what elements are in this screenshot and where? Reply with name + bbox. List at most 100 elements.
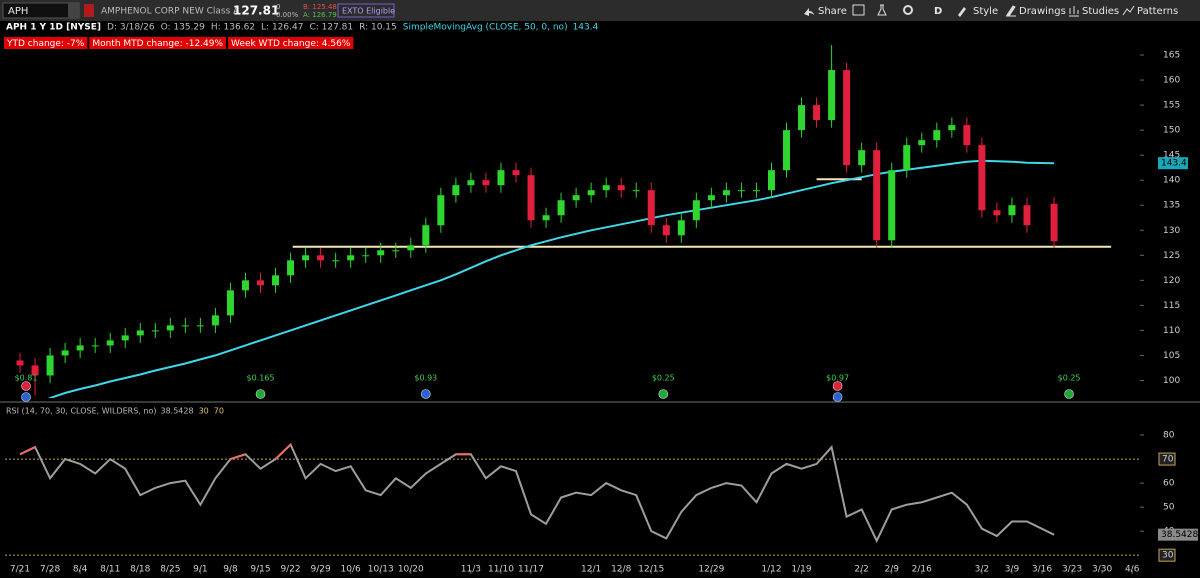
dividend-label: $0.25 xyxy=(652,374,675,383)
drawings-button[interactable]: Drawings xyxy=(1019,6,1066,17)
dividend-label: $0.93 xyxy=(414,374,437,383)
rsi-line xyxy=(19,442,1055,544)
candle-body xyxy=(572,195,580,201)
rsi-overbought-segment xyxy=(230,453,246,461)
x-tick-label: 3/30 xyxy=(1092,565,1112,575)
y-tick-label: 105 xyxy=(1163,351,1180,361)
candle-body xyxy=(302,255,310,261)
candle-body xyxy=(557,200,565,216)
candle-body xyxy=(692,200,700,221)
x-tick-label: 2/16 xyxy=(912,565,932,575)
candle-body xyxy=(467,180,475,186)
x-tick-label: 9/15 xyxy=(250,565,270,575)
style-button[interactable]: Style xyxy=(973,6,998,17)
x-tick-label: 10/13 xyxy=(368,565,394,575)
event-icon xyxy=(832,392,843,402)
candle-body xyxy=(287,260,295,276)
candle-body xyxy=(317,255,325,261)
y-tick-label: 110 xyxy=(1163,326,1180,336)
drawings-icon xyxy=(1006,5,1016,17)
x-tick-label: 3/23 xyxy=(1062,565,1082,575)
studies-button[interactable]: Studies xyxy=(1082,6,1119,17)
candle-body xyxy=(377,250,385,256)
header-value: L: 126.47 xyxy=(261,23,303,33)
symbol-dropdown[interactable] xyxy=(68,3,79,18)
candle-body xyxy=(497,170,505,186)
candle-body xyxy=(948,125,956,131)
dividend-label: $0.81 xyxy=(15,374,38,383)
bid: B: 125.48 xyxy=(303,3,337,11)
y-tick-label: 140 xyxy=(1163,176,1180,186)
candle-body xyxy=(241,280,249,291)
x-tick-label: 11/3 xyxy=(461,565,481,575)
candle-body xyxy=(963,125,971,146)
candle-body xyxy=(1008,205,1016,216)
patterns-icon xyxy=(1122,5,1135,16)
candle-body xyxy=(422,225,430,246)
x-tick-label: 3/2 xyxy=(975,565,989,575)
change-badge-label: Week WTD change: 4.56% xyxy=(231,39,351,49)
x-tick-label: 4/6 xyxy=(1125,565,1140,575)
candle-body xyxy=(181,325,189,327)
exto-badge[interactable] xyxy=(337,3,395,18)
candle-body xyxy=(166,325,174,331)
studies-icon xyxy=(1069,6,1079,17)
candle-body xyxy=(347,255,355,261)
y-tick-label: 120 xyxy=(1163,276,1180,286)
exto-label: EXTO Eligible xyxy=(342,7,395,16)
y-tick-label: 50 xyxy=(1163,503,1175,513)
patterns-button[interactable]: Patterns xyxy=(1137,6,1178,17)
x-tick-label: 8/11 xyxy=(100,565,120,575)
candle-body xyxy=(136,330,144,336)
flask-button[interactable] xyxy=(877,4,887,16)
share-button[interactable]: Share xyxy=(818,6,847,17)
event-icon xyxy=(832,381,843,391)
ask: A: 126.79 xyxy=(303,11,337,19)
rsi-value-tag-label: 38.5428 xyxy=(1161,530,1198,540)
y-tick-label: 125 xyxy=(1163,251,1180,261)
style-icon xyxy=(958,7,966,17)
y-tick-label: 135 xyxy=(1163,201,1180,211)
x-tick-label: 8/25 xyxy=(160,565,180,575)
x-tick-label: 12/15 xyxy=(638,565,664,575)
x-tick-label: 1/12 xyxy=(761,565,781,575)
rsi-level-axis-label: 70 xyxy=(1162,455,1174,465)
period-button[interactable]: D xyxy=(934,6,942,17)
candle-body xyxy=(121,335,129,341)
y-tick-label: 160 xyxy=(1163,76,1180,86)
candle-body xyxy=(482,180,490,186)
candle-body xyxy=(256,280,264,286)
candle-body xyxy=(737,190,745,192)
rsi-title: RSI (14, 70, 30, CLOSE, WILDERS, no) xyxy=(6,407,156,416)
price-plot xyxy=(16,45,1112,398)
rsi-overbought-segment xyxy=(19,446,36,456)
x-tick-label: 9/29 xyxy=(311,565,331,575)
x-tick-label: 7/21 xyxy=(10,565,30,575)
candle-body xyxy=(843,70,851,166)
candle-body xyxy=(542,215,550,221)
x-tick-label: 12/29 xyxy=(698,565,724,575)
event-icon xyxy=(21,392,31,402)
rsi-level-label: 70 xyxy=(214,407,224,416)
y-tick-label: 165 xyxy=(1163,51,1180,61)
candle-body xyxy=(211,315,219,326)
settings-button[interactable] xyxy=(903,5,913,15)
header-value: D: 3/18/26 xyxy=(107,23,155,33)
x-tick-label: 9/22 xyxy=(280,565,300,575)
change-badge-label: Month MTD change: -12.49% xyxy=(92,39,223,49)
candle-body xyxy=(272,275,280,286)
candle-body xyxy=(76,345,84,351)
layout-button[interactable] xyxy=(852,4,865,16)
candle-body xyxy=(196,325,204,327)
price-tag xyxy=(1158,157,1188,170)
dividend-label: $0.97 xyxy=(826,374,849,383)
y-tick-label: 150 xyxy=(1163,126,1180,136)
candle-body xyxy=(617,185,625,191)
candle-body xyxy=(332,260,340,262)
candle-body xyxy=(362,255,370,257)
x-tick-label: 8/4 xyxy=(73,565,88,575)
candle-body xyxy=(888,170,896,241)
